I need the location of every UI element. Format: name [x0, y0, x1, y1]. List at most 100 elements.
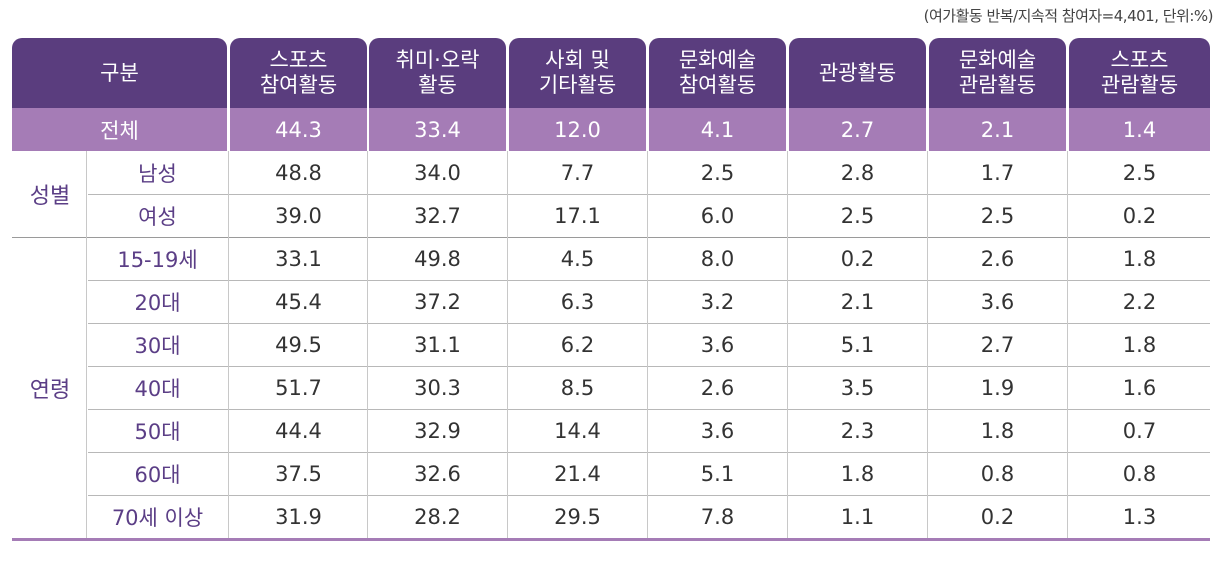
- table-cell: 49.8: [414, 246, 461, 271]
- row-divider: [88, 194, 1210, 195]
- column-divider: [787, 151, 788, 538]
- table-cell: 37.2: [414, 289, 461, 314]
- total-value: 2.1: [929, 108, 1066, 151]
- table-cell: 45.4: [275, 289, 322, 314]
- table-row: 30대 49.5 31.1 6.2 3.6 5.1 2.7 1.8: [12, 323, 1210, 366]
- row-label: 여성: [138, 204, 177, 229]
- table-cell: 30.3: [414, 375, 461, 400]
- total-value: 12.0: [509, 108, 646, 151]
- table-cell: 1.8: [980, 418, 1015, 443]
- row-divider: [88, 280, 1210, 281]
- table-cell: 2.6: [980, 246, 1015, 271]
- row-label: 20대: [134, 290, 181, 315]
- table-cell: 49.5: [275, 332, 322, 357]
- table-cell: 5.1: [700, 461, 735, 486]
- table-cell: 1.6: [1122, 375, 1157, 400]
- header-column: 스포츠 참여활동: [230, 38, 367, 108]
- table-row: 여성 39.0 32.7 17.1 6.0 2.5 2.5 0.2: [12, 194, 1210, 237]
- table-cell: 2.8: [840, 160, 875, 185]
- table-cell: 48.8: [275, 160, 322, 185]
- table-cell: 6.0: [700, 203, 735, 228]
- table-cell: 0.2: [840, 246, 875, 271]
- row-divider: [88, 323, 1210, 324]
- unit-note: (여가활동 반복/지속적 참여자=4,401, 단위:%): [923, 7, 1214, 25]
- table-cell: 8.0: [700, 246, 735, 271]
- table-cell: 0.8: [980, 461, 1015, 486]
- table-cell: 2.7: [980, 332, 1015, 357]
- row-label: 60대: [134, 462, 181, 487]
- total-value: 4.1: [649, 108, 786, 151]
- table-cell: 2.2: [1122, 289, 1157, 314]
- table-cell: 1.8: [1122, 332, 1157, 357]
- table-cell: 34.0: [414, 160, 461, 185]
- header-column: 취미·오락 활동: [369, 38, 506, 108]
- table-cell: 17.1: [554, 203, 601, 228]
- table-cell: 1.8: [840, 461, 875, 486]
- column-divider: [86, 151, 87, 538]
- table-cell: 31.9: [275, 504, 322, 529]
- table-cell: 7.8: [700, 504, 735, 529]
- table-cell: 6.2: [560, 332, 595, 357]
- total-value: 33.4: [369, 108, 506, 151]
- table-cell: 8.5: [560, 375, 595, 400]
- table-cell: 3.6: [700, 418, 735, 443]
- table-cell: 1.3: [1122, 504, 1157, 529]
- row-divider: [88, 452, 1210, 453]
- table-bottom-border: [12, 538, 1210, 541]
- header-column: 문화예술 참여활동: [649, 38, 786, 108]
- table-row: 20대 45.4 37.2 6.3 3.2 2.1 3.6 2.2: [12, 280, 1210, 323]
- table-cell: 2.5: [700, 160, 735, 185]
- table-cell: 3.6: [700, 332, 735, 357]
- table-cell: 5.1: [840, 332, 875, 357]
- row-label: 15-19세: [117, 247, 198, 272]
- table-row: 남성 48.8 34.0 7.7 2.5 2.8 1.7 2.5: [12, 151, 1210, 194]
- table-cell: 3.5: [840, 375, 875, 400]
- group-label: 연령: [29, 377, 71, 403]
- table-cell: 28.2: [414, 504, 461, 529]
- table-cell: 32.9: [414, 418, 461, 443]
- table-cell: 2.5: [1122, 160, 1157, 185]
- header-column: 관광활동: [789, 38, 926, 108]
- total-value: 1.4: [1069, 108, 1210, 151]
- table-cell: 0.2: [980, 504, 1015, 529]
- table-cell: 33.1: [275, 246, 322, 271]
- table-cell: 2.3: [840, 418, 875, 443]
- data-table: 구분 스포츠 참여활동 취미·오락 활동 사회 및 기타활동 문화예술 참여활동 관광활동…: [12, 38, 1210, 541]
- row-divider: [88, 409, 1210, 410]
- table-header: 구분 스포츠 참여활동 취미·오락 활동 사회 및 기타활동 문화예술 참여활동 관광활동…: [12, 38, 1210, 108]
- table-cell: 37.5: [275, 461, 322, 486]
- column-divider: [927, 151, 928, 538]
- table-cell: 4.5: [560, 246, 595, 271]
- table-row: 50대 44.4 32.9 14.4 3.6 2.3 1.8 0.7: [12, 409, 1210, 452]
- total-value: 44.3: [230, 108, 367, 151]
- table-cell: 2.1: [840, 289, 875, 314]
- column-divider: [647, 151, 648, 538]
- table-cell: 7.7: [560, 160, 595, 185]
- header-column: 문화예술 관람활동: [929, 38, 1066, 108]
- group-divider: [12, 237, 1210, 238]
- table-cell: 2.6: [700, 375, 735, 400]
- table-cell: 0.2: [1122, 203, 1157, 228]
- table-cell: 2.5: [840, 203, 875, 228]
- table-cell: 0.7: [1122, 418, 1157, 443]
- header-column: 스포츠 관람활동: [1069, 38, 1210, 108]
- column-divider: [1067, 151, 1068, 538]
- total-label: 전체: [12, 108, 227, 151]
- row-divider: [88, 495, 1210, 496]
- row-label: 70세 이상: [111, 505, 204, 530]
- header-category: 구분: [12, 38, 227, 108]
- row-label: 남성: [138, 161, 177, 186]
- table-cell: 14.4: [554, 418, 601, 443]
- table-cell: 44.4: [275, 418, 322, 443]
- row-label: 30대: [134, 333, 181, 358]
- table-cell: 1.7: [980, 160, 1015, 185]
- table-cell: 0.8: [1122, 461, 1157, 486]
- table-cell: 51.7: [275, 375, 322, 400]
- column-divider: [367, 151, 368, 538]
- header-column: 사회 및 기타활동: [509, 38, 646, 108]
- table-row: 15-19세 33.1 49.8 4.5 8.0 0.2 2.6 1.8: [12, 237, 1210, 280]
- table-cell: 32.6: [414, 461, 461, 486]
- table-cell: 1.9: [980, 375, 1015, 400]
- table-cell: 3.2: [700, 289, 735, 314]
- table-row: 60대 37.5 32.6 21.4 5.1 1.8 0.8 0.8: [12, 452, 1210, 495]
